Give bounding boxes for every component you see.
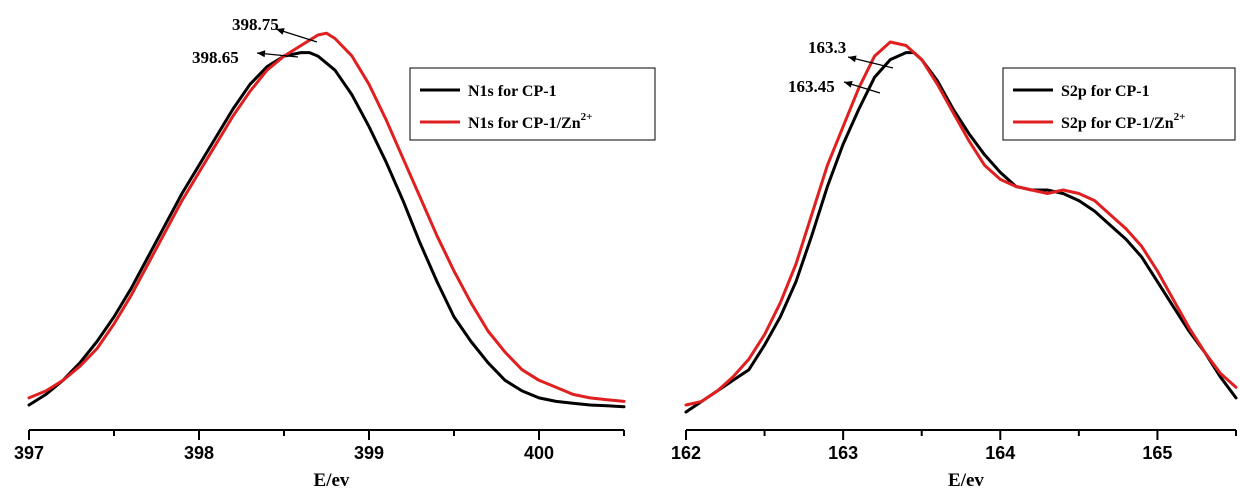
peak-annotation: 163.3 <box>808 38 846 57</box>
legend-label: N1s for CP-1/Zn2+ <box>468 111 592 132</box>
legend: S2p for CP-1 S2p for CP-1/Zn2+ <box>1002 67 1236 141</box>
x-tick-label: 164 <box>985 443 1015 463</box>
series-line-cp1 <box>27 51 626 409</box>
legend-label: S2p for CP-1/Zn2+ <box>1061 111 1185 132</box>
x-tick-label: 398 <box>184 443 214 463</box>
x-tick-label: 163 <box>828 443 858 463</box>
legend-label: N1s for CP-1 <box>468 83 557 100</box>
peak-annotation: 398.65 <box>192 48 239 67</box>
annotation-arrowhead <box>257 50 266 58</box>
annotation-arrowhead <box>844 80 853 88</box>
n1s-panel: 397 398 399 400 E/ev 398.75 398.65 N1s for CP-1… <box>14 15 656 491</box>
x-axis-title: E/ev <box>948 470 984 491</box>
annotation-arrowhead <box>848 55 857 63</box>
x-tick-label: 165 <box>1142 443 1172 463</box>
x-tick-label: 399 <box>354 443 384 463</box>
x-tick-label: 162 <box>671 443 701 463</box>
annotation-arrowhead <box>276 28 285 35</box>
series-line-cp1-zn <box>684 40 1238 407</box>
x-axis-title: E/ev <box>314 470 350 491</box>
legend: N1s for CP-1 N1s for CP-1/Zn2+ <box>409 67 656 141</box>
series-line-cp1-zn <box>27 31 626 403</box>
peak-annotation: 398.75 <box>232 15 279 34</box>
x-tick-label: 397 <box>14 443 44 463</box>
series-line-cp1 <box>684 51 1238 414</box>
peak-annotation: 163.45 <box>788 77 835 96</box>
x-tick-label: 400 <box>524 443 554 463</box>
legend-box <box>409 67 656 141</box>
legend-label: S2p for CP-1 <box>1061 83 1150 100</box>
legend-box <box>1002 67 1236 141</box>
